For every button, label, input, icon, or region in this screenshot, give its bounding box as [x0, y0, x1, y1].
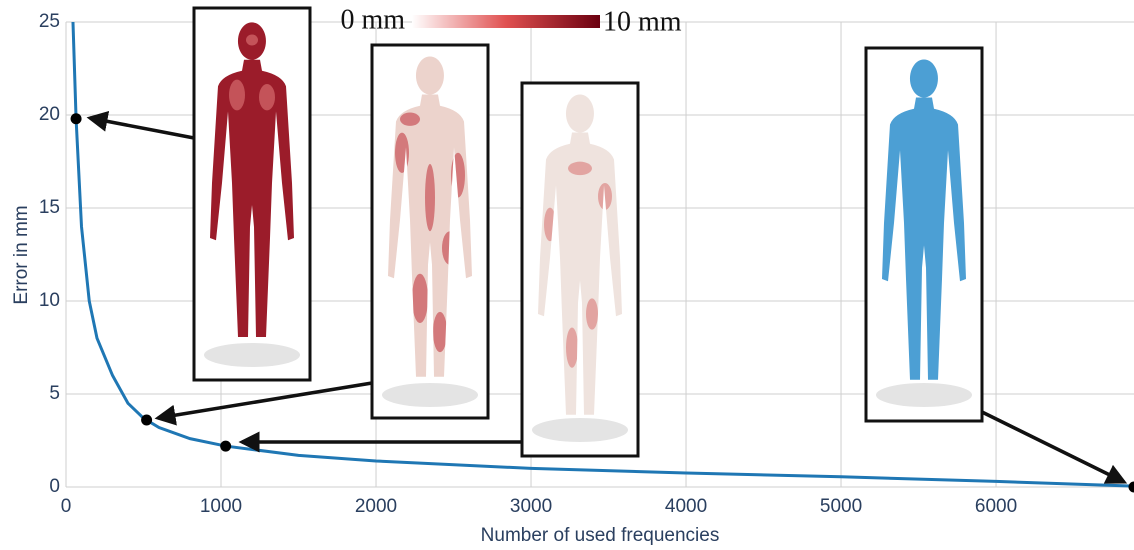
- colorbar: [412, 15, 600, 28]
- x-tick-label: 5000: [820, 496, 862, 517]
- x-tick-label: 6000: [975, 496, 1017, 517]
- inset-3: [520, 81, 640, 458]
- point: [1128, 481, 1134, 493]
- arrow: [154, 381, 373, 426]
- x-tick-label: 3000: [510, 496, 552, 517]
- inset-1: [192, 6, 312, 382]
- inset-2: [370, 43, 490, 420]
- y-tick-label: 5: [49, 383, 60, 404]
- point: [70, 113, 82, 125]
- y-tick-label: 0: [49, 476, 60, 497]
- x-tick-label: 0: [61, 496, 72, 517]
- colorbar-min: 0 mm: [340, 4, 405, 35]
- point: [220, 440, 232, 452]
- inset-4: [864, 46, 984, 423]
- y-tick-label: 20: [39, 104, 60, 125]
- plot: [70, 21, 1134, 493]
- x-tick-label: 4000: [665, 496, 707, 517]
- arrow: [86, 110, 195, 140]
- arrow: [981, 410, 1128, 484]
- y-tick-label: 15: [39, 197, 60, 218]
- insets: 0 mm 10 mm: [86, 4, 1128, 484]
- y-tick-label: 10: [39, 290, 60, 311]
- x-axis-label: Number of used frequencies: [481, 525, 720, 546]
- colorbar-max: 10 mm: [603, 6, 682, 37]
- x-tick-label: 1000: [200, 496, 242, 517]
- y-axis-label: Error in mm: [11, 205, 32, 304]
- line: [71, 21, 1134, 488]
- point: [141, 414, 153, 426]
- x-tick-label: 2000: [355, 496, 397, 517]
- y-tick-label: 25: [39, 11, 60, 32]
